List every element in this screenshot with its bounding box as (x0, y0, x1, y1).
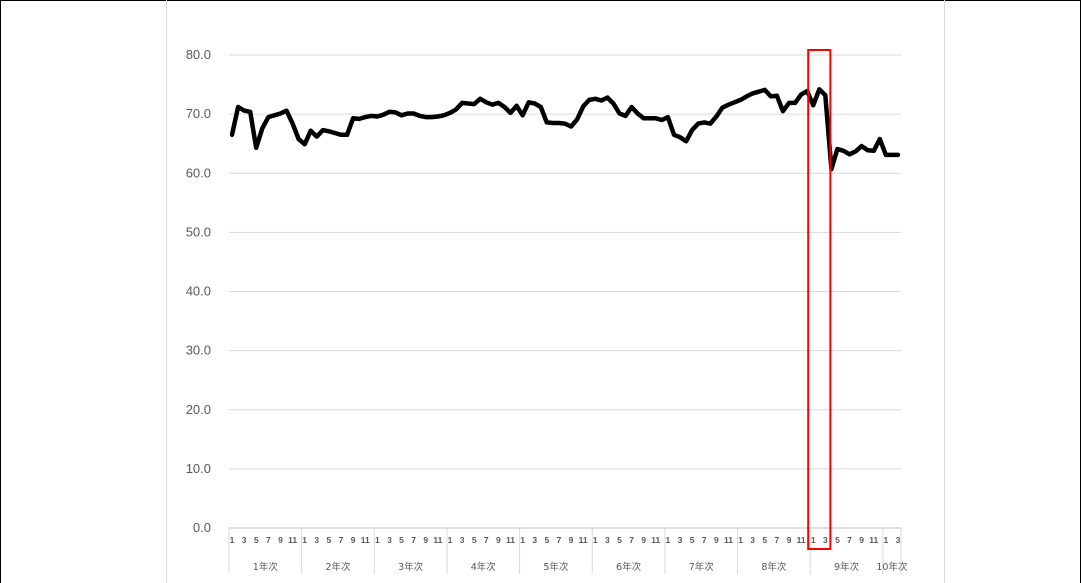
x-month-tick: 9 (787, 535, 792, 545)
x-month-tick: 5 (544, 535, 549, 545)
x-month-tick: 9 (859, 535, 864, 545)
x-month-tick: 11 (361, 535, 370, 545)
x-group-label: 2年次 (325, 561, 351, 573)
x-month-tick: 11 (506, 535, 515, 545)
x-group-label: 7年次 (689, 561, 715, 573)
x-month-tick: 9 (714, 535, 719, 545)
x-month-tick: 11 (433, 535, 442, 545)
x-month-tick: 5 (254, 535, 259, 545)
x-month-tick: 7 (484, 535, 489, 545)
x-month-tick: 1 (593, 535, 598, 545)
series-line (229, 87, 901, 172)
x-month-tick: 3 (823, 535, 828, 545)
x-group-label: 5年次 (543, 561, 569, 573)
x-month-tick: 9 (641, 535, 646, 545)
x-month-tick: 9 (496, 535, 501, 545)
x-group-label: 3年次 (398, 561, 424, 573)
x-month-tick: 7 (847, 535, 852, 545)
x-month-tick: 3 (605, 535, 610, 545)
x-month-tick: 1 (883, 535, 888, 545)
x-month-tick: 1 (520, 535, 525, 545)
x-month-tick: 7 (702, 535, 707, 545)
x-month-tick: 5 (690, 535, 695, 545)
y-tick-label: 80.0 (186, 47, 211, 62)
x-group-label: 1年次 (253, 561, 279, 573)
y-tick-label: 40.0 (186, 284, 211, 299)
x-month-tick: 1 (738, 535, 743, 545)
x-month-tick: 11 (651, 535, 660, 545)
x-group-label: 10年次 (876, 561, 908, 573)
highlight-rectangle (807, 49, 832, 550)
x-month-tick: 5 (399, 535, 404, 545)
x-month-tick: 5 (617, 535, 622, 545)
x-month-tick: 11 (579, 535, 588, 545)
y-tick-label: 50.0 (186, 224, 211, 239)
x-month-tick: 3 (387, 535, 392, 545)
x-month-tick: 9 (569, 535, 574, 545)
x-month-tick: 5 (835, 535, 840, 545)
x-month-tick: 3 (314, 535, 319, 545)
y-tick-label: 70.0 (186, 106, 211, 121)
x-group-label: 9年次 (834, 561, 860, 573)
x-month-tick: 3 (532, 535, 537, 545)
gridlines (229, 54, 901, 529)
x-month-tick: 1 (666, 535, 671, 545)
y-axis-ticks: 0.0 10.0 20.0 30.0 40.0 50.0 60.0 70.0 80.0 (186, 47, 211, 535)
y-tick-label: 30.0 (186, 343, 211, 358)
x-month-tick: 7 (339, 535, 344, 545)
x-month-tick: 3 (460, 535, 465, 545)
x-month-tick: 1 (375, 535, 380, 545)
x-group-label: 4年次 (471, 561, 497, 573)
y-tick-label: 60.0 (186, 165, 211, 180)
x-month-tick: 11 (724, 535, 733, 545)
x-month-tick: 1 (230, 535, 235, 545)
x-month-tick: 11 (869, 535, 878, 545)
x-group-label: 6年次 (616, 561, 642, 573)
highlight-box (807, 49, 832, 550)
series-lines (229, 87, 901, 172)
x-month-tick: 3 (896, 535, 901, 545)
x-month-tick: 7 (629, 535, 634, 545)
x-month-tick: 5 (762, 535, 767, 545)
x-month-tick: 3 (750, 535, 755, 545)
x-month-tick: 7 (411, 535, 416, 545)
x-month-tick: 7 (557, 535, 562, 545)
x-group-label: 8年次 (761, 561, 787, 573)
x-month-tick: 11 (288, 535, 297, 545)
x-month-tick: 9 (351, 535, 356, 545)
x-month-tick: 5 (472, 535, 477, 545)
y-tick-label: 0.0 (193, 520, 211, 535)
x-month-tick: 3 (678, 535, 683, 545)
x-month-tick: 7 (775, 535, 780, 545)
x-month-tick: 3 (242, 535, 247, 545)
x-month-tick: 5 (327, 535, 332, 545)
y-tick-label: 10.0 (186, 461, 211, 476)
y-tick-label: 20.0 (186, 402, 211, 417)
x-month-tick: 1 (448, 535, 453, 545)
x-month-tick: 9 (423, 535, 428, 545)
x-month-tick: 11 (797, 535, 806, 545)
x-month-tick: 9 (278, 535, 283, 545)
x-month-tick: 1 (302, 535, 307, 545)
x-month-tick: 7 (266, 535, 271, 545)
x-month-tick: 1 (811, 535, 816, 545)
